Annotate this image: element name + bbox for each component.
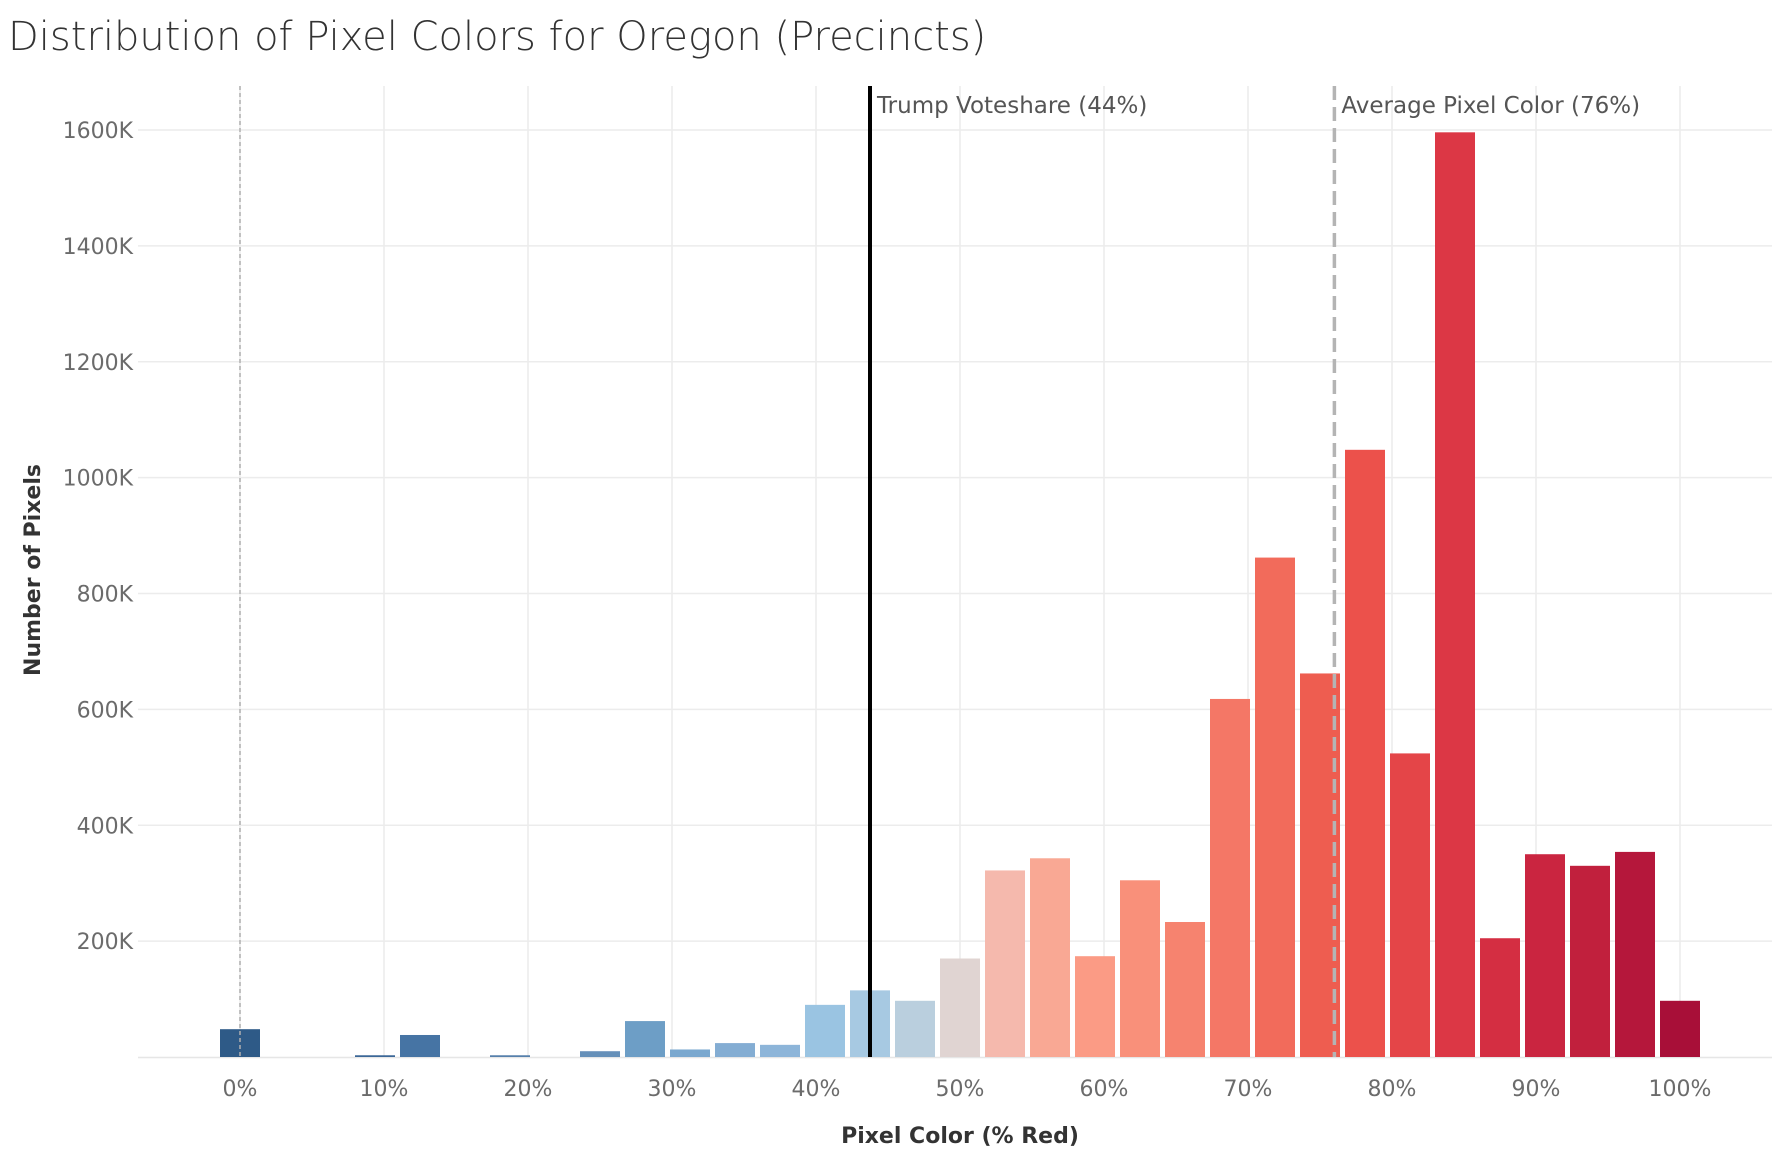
histogram-bar <box>1435 132 1475 1057</box>
histogram-bar <box>1075 956 1115 1057</box>
x-tick-label: 10% <box>360 1077 409 1102</box>
histogram-bar <box>1345 449 1385 1057</box>
y-tick-label: 600K <box>77 698 134 723</box>
histogram-bar <box>1480 938 1520 1057</box>
y-tick-label: 1400K <box>63 235 134 260</box>
y-axis-title: Number of Pixels <box>21 464 46 676</box>
chart-title: Distribution of Pixel Colors for Oregon … <box>8 14 987 60</box>
x-tick-label: 40% <box>792 1077 841 1102</box>
histogram-bar <box>1165 922 1205 1057</box>
histogram-bar <box>715 1043 755 1057</box>
y-tick-label: 200K <box>77 930 134 955</box>
histogram-bar <box>805 1004 845 1057</box>
x-tick-label: 70% <box>1224 1077 1273 1102</box>
histogram-bar <box>1255 557 1295 1057</box>
x-tick-label: 20% <box>504 1077 553 1102</box>
x-axis-ticks: 0% 10% 20% 30% 40% 50% 60% 70% 80% 90% 100% <box>223 1077 1712 1102</box>
histogram-bar <box>940 958 980 1057</box>
histogram-bar <box>1615 851 1655 1057</box>
histogram-bar <box>1525 854 1565 1057</box>
y-tick-label: 800K <box>77 583 134 608</box>
x-tick-label: 30% <box>648 1077 697 1102</box>
histogram-bar <box>625 1021 665 1057</box>
reference-line-label: Trump Voteshare (44%) <box>876 93 1147 119</box>
histogram-bar <box>1210 698 1250 1057</box>
x-axis-title: Pixel Color (% Red) <box>841 1124 1079 1149</box>
reference-lines: Trump Voteshare (44%) Average Pixel Color… <box>239 86 1640 1057</box>
x-tick-label: 50% <box>936 1077 985 1102</box>
x-tick-label: 0% <box>223 1077 258 1102</box>
bars <box>220 132 1700 1057</box>
y-tick-label: 1600K <box>63 119 134 144</box>
histogram-bar <box>1120 880 1160 1057</box>
y-axis-ticks: 200K 400K 600K 800K 1000K 1200K 1400K 1600K <box>63 119 134 955</box>
reference-line-label: Average Pixel Color (76%) <box>1341 93 1640 119</box>
x-tick-label: 100% <box>1649 1077 1712 1102</box>
histogram-bar <box>580 1051 620 1057</box>
histogram-bar <box>1390 753 1430 1057</box>
y-tick-label: 1200K <box>63 351 134 376</box>
histogram-bar <box>760 1044 800 1057</box>
histogram-bar <box>985 870 1025 1057</box>
x-tick-label: 60% <box>1080 1077 1129 1102</box>
histogram-bar <box>1030 858 1070 1057</box>
histogram-bar <box>355 1055 395 1057</box>
x-tick-label: 80% <box>1368 1077 1417 1102</box>
histogram-bar <box>490 1055 530 1057</box>
histogram-bar <box>670 1049 710 1057</box>
y-tick-label: 400K <box>77 814 134 839</box>
histogram-bar <box>400 1034 440 1057</box>
x-tick-label: 90% <box>1512 1077 1561 1102</box>
y-tick-label: 1000K <box>63 467 134 492</box>
histogram-bar <box>1570 865 1610 1057</box>
histogram-bar <box>895 1000 935 1057</box>
histogram-bar <box>1660 1000 1700 1057</box>
